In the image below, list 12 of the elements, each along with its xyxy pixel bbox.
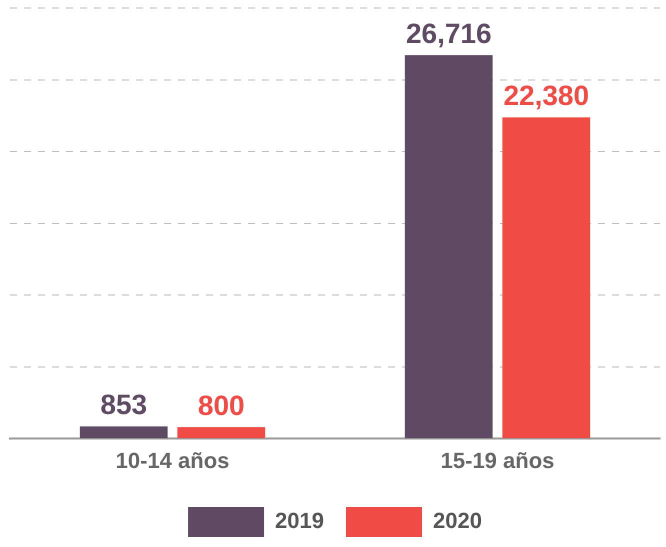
data-label: 22,380: [503, 80, 590, 112]
x-tick-label: 15-19 años: [440, 448, 554, 473]
bar: [502, 117, 590, 438]
x-tick-label: 10-14 años: [116, 448, 230, 473]
bar: [177, 427, 266, 438]
data-label: 853: [100, 389, 148, 420]
legend-label: 2019: [275, 508, 324, 534]
data-label: 26,716: [406, 18, 492, 49]
data-label: 800: [198, 390, 245, 421]
legend-label: 2020: [433, 508, 482, 534]
bar: [404, 55, 493, 438]
bar: [80, 426, 168, 438]
